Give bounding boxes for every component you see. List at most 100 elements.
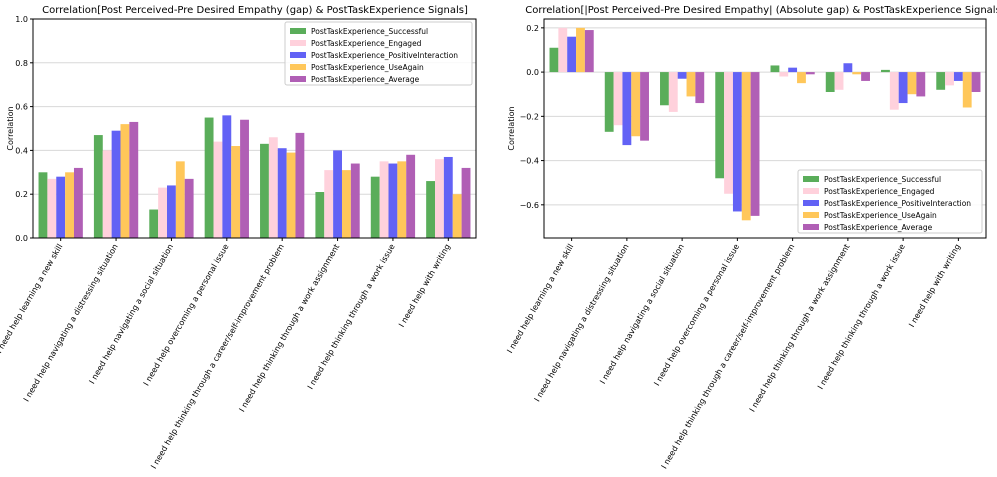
- x-tick-label: I need help navigating a distressing sit…: [22, 243, 120, 404]
- bar: [889, 72, 899, 110]
- bar: [102, 150, 112, 238]
- bar: [65, 172, 74, 238]
- legend-swatch: [803, 224, 819, 230]
- bar: [397, 161, 407, 238]
- bar: [435, 159, 444, 238]
- bar: [631, 72, 641, 137]
- bar: [268, 137, 278, 238]
- bar: [38, 172, 48, 238]
- bar: [129, 121, 139, 238]
- bar: [120, 124, 130, 238]
- bar: [379, 161, 389, 238]
- chart-title: Correlation[|Post Perceived-Pre Desired …: [525, 5, 997, 16]
- legend-swatch: [803, 200, 819, 206]
- bar: [47, 178, 57, 238]
- y-tick-label: −0.4: [520, 157, 539, 166]
- x-tick-label: I need help thinking through a career/se…: [149, 242, 286, 470]
- bar: [797, 72, 806, 84]
- bar: [805, 72, 815, 75]
- bar: [149, 209, 159, 238]
- bar: [388, 163, 398, 238]
- chart-title: Correlation[Post Perceived-Pre Desired E…: [42, 5, 468, 16]
- chart-panel-1: 0.0 0.2 0.4 0.6 0.8 1.0 I need help learning a…: [0, 5, 477, 470]
- bar: [622, 72, 632, 146]
- bar: [953, 72, 963, 81]
- bar: [167, 185, 176, 238]
- bar: [677, 72, 687, 79]
- bar: [916, 72, 926, 97]
- bar: [779, 72, 789, 77]
- bar: [613, 72, 623, 126]
- bar: [843, 63, 853, 73]
- legend: PostTaskExperience_Successful PostTaskExp…: [797, 169, 983, 234]
- bar: [567, 36, 577, 73]
- bar: [406, 154, 416, 238]
- legend-label: PostTaskExperience_PositiveInteraction: [824, 199, 971, 208]
- y-tick-label: −0.2: [520, 112, 539, 121]
- bar: [175, 161, 185, 238]
- legend-label: PostTaskExperience_Successful: [311, 27, 428, 36]
- bar: [222, 115, 232, 238]
- bar: [426, 181, 436, 238]
- legend-box: [797, 169, 983, 234]
- bar: [324, 170, 334, 238]
- bar: [452, 194, 462, 238]
- y-axis-label: Correlation: [507, 106, 516, 150]
- bar: [549, 47, 559, 73]
- legend-label: PostTaskExperience_Engaged: [824, 187, 935, 196]
- legend-label: PostTaskExperience_Successful: [824, 175, 941, 184]
- bar: [834, 72, 844, 90]
- chart-panel-2: 0.2 0.0 −0.2 −0.4 −0.6 I need help learning a…: [505, 5, 997, 470]
- y-tick-label: 1.0: [15, 15, 28, 24]
- bar: [558, 27, 568, 73]
- bar: [315, 192, 325, 238]
- x-tick-label: I need help with writing: [397, 243, 452, 329]
- plot-frame: [32, 18, 477, 239]
- bar: [788, 67, 798, 73]
- legend-label: PostTaskExperience_Engaged: [311, 39, 422, 48]
- bar: [93, 135, 103, 238]
- legend-box: [284, 21, 473, 86]
- y-tick-label: 0.2: [15, 190, 28, 199]
- bar: [184, 178, 194, 238]
- bar: [640, 72, 649, 141]
- y-axis-label: Correlation: [6, 106, 15, 150]
- y-tick-label: 0.0: [526, 68, 539, 77]
- x-tick-label: I need help thinking through a work issu…: [816, 242, 907, 390]
- legend-label: PostTaskExperience_PositiveInteraction: [311, 51, 458, 60]
- x-tick-label: I need help thinking through a career/se…: [660, 242, 797, 470]
- bar: [213, 141, 223, 238]
- bar: [240, 119, 249, 238]
- legend-swatch: [803, 176, 819, 182]
- bar: [111, 130, 121, 238]
- bar: [158, 187, 168, 238]
- bar: [898, 72, 908, 104]
- y-tick-label: 0.0: [15, 234, 28, 243]
- bar: [724, 72, 733, 194]
- bar: [260, 143, 269, 238]
- bar: [825, 72, 835, 92]
- legend-swatch: [290, 28, 306, 34]
- bar: [204, 117, 214, 238]
- legend: PostTaskExperience_Successful PostTaskExp…: [284, 21, 473, 86]
- legend-swatch: [290, 64, 306, 70]
- bar: [741, 72, 751, 221]
- bar: [350, 163, 360, 238]
- y-tick-label: 0.4: [15, 146, 28, 155]
- bar: [881, 69, 890, 73]
- x-tick-label: I need help thinking through a work assi…: [237, 243, 341, 414]
- legend-label: PostTaskExperience_Average: [824, 223, 933, 232]
- bar: [604, 72, 614, 132]
- bar: [461, 167, 471, 238]
- bar: [660, 72, 669, 106]
- y-tick-label: 0.6: [15, 103, 28, 112]
- bar: [945, 72, 954, 86]
- bar: [370, 176, 380, 238]
- bar: [231, 146, 241, 238]
- bar: [295, 132, 305, 238]
- x-tick-label: I need help thinking through a work issu…: [306, 242, 397, 390]
- bar: [443, 156, 453, 238]
- bar: [750, 72, 760, 216]
- bar: [861, 72, 870, 81]
